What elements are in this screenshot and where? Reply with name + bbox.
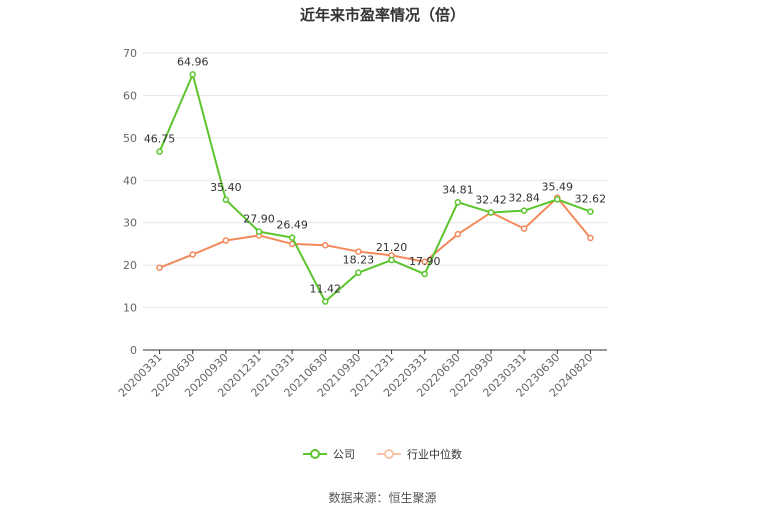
legend-company-label: 公司	[333, 448, 355, 461]
data-source: 数据来源：恒生聚源	[328, 491, 437, 505]
company-data-point[interactable]	[520, 207, 528, 214]
company-data-point[interactable]	[288, 234, 296, 241]
company-series-line	[158, 73, 591, 303]
pe-ratio-chart: 0102030405060702020033120200630202009302…	[116, 47, 607, 400]
company-data-point[interactable]	[554, 196, 561, 203]
legend-industry-marker-icon	[377, 449, 401, 459]
company-data-label: 18.23	[343, 254, 375, 267]
y-tick-label: 0	[130, 344, 137, 357]
y-tick-label: 10	[123, 302, 137, 315]
company-data-point[interactable]	[587, 208, 594, 215]
company-data-label: 32.42	[475, 193, 507, 206]
company-data-point[interactable]	[255, 228, 263, 235]
company-data-label: 64.96	[177, 55, 209, 68]
legend-item-company[interactable]: 公司	[303, 446, 355, 462]
industry-median-data-point[interactable]	[520, 225, 528, 232]
company-data-label: 26.49	[276, 219, 308, 232]
company-data-point[interactable]	[487, 209, 495, 216]
company-data-label: 21.20	[376, 241, 408, 254]
industry-median-data-point[interactable]	[189, 251, 196, 258]
y-tick-label: 50	[123, 132, 137, 145]
axis-layer: 0102030405060702020033120200630202009302…	[116, 47, 607, 400]
company-data-point[interactable]	[355, 269, 362, 276]
legend-item-industry-median[interactable]: 行业中位数	[377, 446, 462, 462]
company-data-point[interactable]	[222, 196, 230, 204]
legend-industry-label: 行业中位数	[407, 448, 462, 461]
company-data-label: 46.75	[144, 133, 176, 146]
y-tick-label: 40	[123, 174, 137, 187]
legend: 公司 行业中位数	[0, 446, 765, 462]
chart-title: 近年来市盈率情况（倍）	[299, 6, 465, 24]
company-data-point[interactable]	[156, 148, 163, 155]
industry-median-data-point[interactable]	[421, 258, 428, 265]
company-data-label: 35.40	[210, 181, 242, 194]
industry-median-data-point[interactable]	[322, 241, 329, 249]
company-data-point[interactable]	[189, 71, 196, 78]
industry-median-data-point[interactable]	[454, 230, 462, 238]
company-data-point[interactable]	[454, 199, 462, 206]
company-data-point[interactable]	[322, 298, 329, 305]
y-tick-label: 70	[123, 47, 137, 60]
company-data-label: 11.42	[310, 283, 342, 296]
industry-median-data-point[interactable]	[355, 248, 362, 255]
company-data-label: 27.90	[243, 213, 275, 226]
company-data-label: 32.62	[575, 193, 607, 206]
company-data-label: 17.90	[409, 255, 441, 268]
y-tick-label: 60	[123, 89, 137, 102]
industry-median-data-point[interactable]	[587, 234, 594, 242]
y-tick-label: 30	[123, 217, 137, 230]
series-layer	[156, 71, 594, 305]
company-data-point[interactable]	[388, 256, 395, 264]
company-data-label: 32.84	[508, 192, 540, 205]
company-data-label: 34.81	[442, 183, 474, 196]
industry-median-data-point[interactable]	[222, 237, 230, 244]
company-data-label: 35.49	[542, 180, 574, 193]
legend-company-marker-icon	[303, 449, 327, 459]
industry-median-data-point[interactable]	[156, 264, 163, 271]
company-data-point[interactable]	[421, 270, 428, 278]
industry-median-series-line	[159, 196, 592, 269]
y-tick-label: 20	[123, 259, 137, 272]
label-layer: 46.75 64.96 35.40 27.90 26.49 11.42 18.2321.20…	[144, 55, 606, 295]
